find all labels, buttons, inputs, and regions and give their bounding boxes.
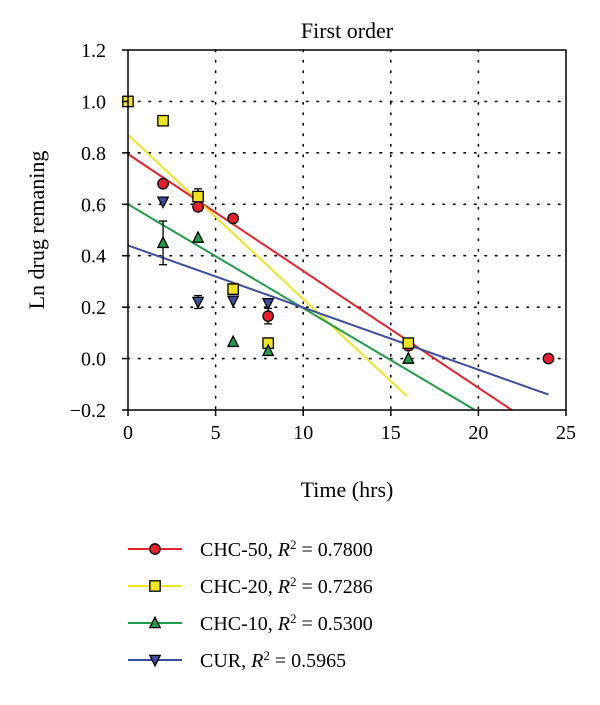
- point-chc-10: [261, 343, 275, 357]
- plot-frame: [127, 49, 567, 411]
- legend: CHC-50, R2 = 0.7800 CHC-20, R2 = 0.7286 CH…: [128, 537, 373, 673]
- y-tick-label: 1.2: [81, 40, 106, 62]
- point-chc-20: [192, 190, 204, 203]
- point-chc-20: [402, 337, 415, 349]
- point-chc-50: [542, 352, 555, 365]
- x-tick-label: 25: [556, 422, 576, 444]
- y-axis-title: Ln drug remaning: [24, 151, 49, 310]
- x-tick-label: 20: [468, 422, 488, 444]
- y-tick-label: 0.4: [81, 246, 106, 268]
- point-cur: [226, 295, 240, 308]
- legend-marker-chc-20: [149, 580, 161, 592]
- y-tick-label: 0.2: [81, 297, 106, 319]
- x-tick-label: 0: [123, 422, 133, 444]
- chart-title: First order: [301, 18, 394, 43]
- point-chc-50: [227, 212, 239, 225]
- x-tick-label: 10: [293, 422, 313, 444]
- legend-marker-chc-50: [149, 543, 161, 555]
- legend-label-chc-20: CHC-20, R2 = 0.7286: [200, 574, 373, 599]
- point-chc-10: [156, 235, 170, 249]
- x-axis-title: Time (hrs): [301, 477, 394, 502]
- point-chc-50: [192, 201, 204, 213]
- y-tick-label: 0.8: [81, 143, 106, 165]
- x-tick-label: 15: [381, 422, 401, 444]
- point-chc-10: [226, 334, 240, 348]
- point-cur: [191, 296, 205, 310]
- legend-label-chc-10: CHC-10, R2 = 0.5300: [200, 611, 373, 636]
- y-tick-label: −0.2: [70, 400, 106, 422]
- point-chc-50: [157, 177, 169, 190]
- legend-label-cur: CUR, R2 = 0.5965: [200, 648, 346, 673]
- point-chc-10: [402, 351, 415, 364]
- y-tick-label: 0.0: [81, 349, 106, 371]
- fit-line-chc-50: [127, 153, 513, 411]
- axis-ticks: 0 5 10 15 20 25 −0.2 0.0 0.2 0.4 0.6 0.8 1.0 1.2: [70, 40, 576, 444]
- legend-marker-chc-10: [148, 615, 162, 629]
- x-tick-label: 5: [211, 422, 221, 444]
- data-points: [122, 95, 555, 365]
- fit-line-chc-20: [127, 134, 408, 397]
- legend-marker-cur: [148, 654, 162, 668]
- legend-label-chc-50: CHC-50, R2 = 0.7800: [200, 537, 373, 562]
- y-tick-label: 1.0: [81, 91, 106, 113]
- grid: [127, 49, 567, 411]
- fit-line-cur: [127, 244, 549, 396]
- fit-lines: [127, 134, 549, 411]
- point-chc-50: [262, 310, 275, 322]
- point-cur: [261, 298, 275, 311]
- point-chc-10: [191, 230, 205, 243]
- y-tick-label: 0.6: [81, 194, 106, 216]
- point-chc-20: [227, 283, 239, 295]
- point-chc-20: [157, 114, 169, 127]
- point-cur: [156, 196, 170, 209]
